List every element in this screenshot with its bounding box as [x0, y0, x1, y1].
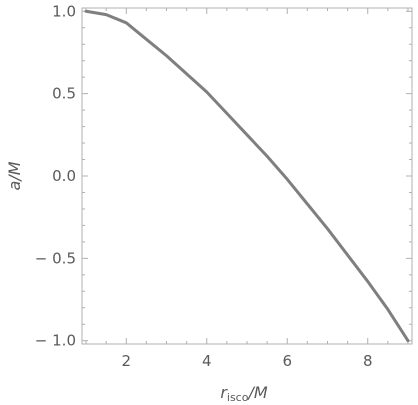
y-axis-label: a/M [5, 161, 24, 190]
y-tick-label-4: − 1.0 [35, 332, 76, 350]
y-tick-label-2: 0.0 [52, 167, 76, 185]
y-tick-label-3: − 0.5 [35, 249, 76, 267]
x-axis-label-sub: isco [227, 391, 249, 404]
y-tick-label-1: 0.5 [52, 85, 76, 103]
series-line-0 [84, 9, 410, 343]
tick-labels: 2 4 6 8 1.0 0.5 0.0 − 0.5 − 1.0 [35, 2, 373, 370]
x-tick-label-2: 6 [282, 352, 292, 370]
axis-ticks [82, 8, 412, 344]
x-tick-label-0: 2 [121, 352, 131, 370]
x-axis-label-main: r [220, 383, 228, 402]
x-axis-label-suffix: /M [246, 383, 267, 402]
series-layer [84, 9, 410, 343]
y-tick-label-0: 1.0 [52, 2, 76, 20]
x-axis-label: risco/M [220, 383, 268, 404]
plot-frame [81, 7, 413, 345]
x-tick-label-1: 4 [202, 352, 212, 370]
x-tick-label-3: 8 [363, 352, 373, 370]
